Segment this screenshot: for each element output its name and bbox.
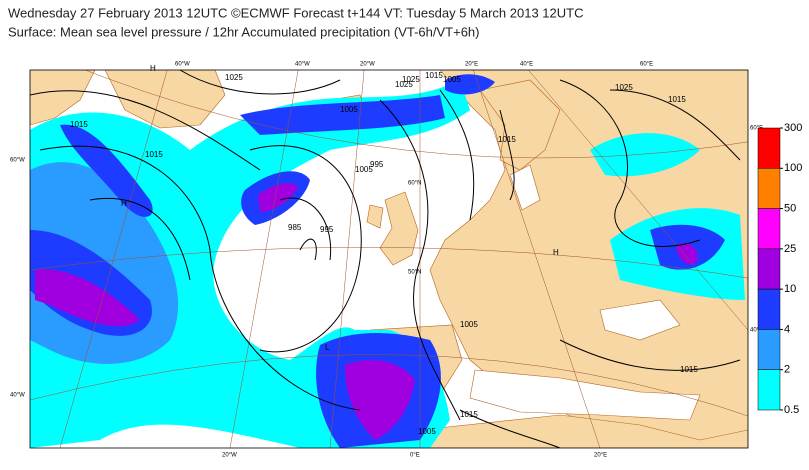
graticule <box>30 70 748 448</box>
pressure-centre: L <box>325 343 330 352</box>
title-line-1: Wednesday 27 February 2013 12UTC ©ECMWF … <box>8 5 583 20</box>
graticule-label: 40°E <box>750 328 763 334</box>
graticule-label: 60°E <box>750 126 763 132</box>
colorbar-band <box>757 127 781 169</box>
graticule-label: 20°E <box>594 453 607 459</box>
isobar-label: 1005 <box>443 75 461 84</box>
pressure-centre: H <box>150 64 156 73</box>
isobar-label: 1015 <box>460 410 478 419</box>
isobar-label: 1025 <box>615 83 633 92</box>
graticule-label: 60°E <box>640 62 653 68</box>
colorbar-band <box>757 248 781 290</box>
graticule-label: 60°W <box>175 62 190 68</box>
isobar-label: 1025 <box>402 75 420 84</box>
graticule-label: 20°E <box>465 62 478 68</box>
isobars <box>30 70 741 448</box>
colorbar-label: 2 <box>784 364 790 376</box>
colorbar-band <box>757 369 781 411</box>
pressure-centre: H <box>121 199 127 208</box>
isobar-label: 1005 <box>340 105 358 114</box>
colorbar-label: 25 <box>784 243 796 255</box>
graticule-label: 40°W <box>295 62 310 68</box>
colorbar-band <box>757 288 781 330</box>
isobar-labels: 1025 1015 1025 1015 1005 1005 1015 1005 … <box>70 71 698 436</box>
graticule-label: 20°W <box>222 453 237 459</box>
isobar-label: 1015 <box>70 120 88 129</box>
graticule-label: 50°N <box>408 270 421 276</box>
graticule-label: 60°N <box>408 181 421 187</box>
pressure-centres: H H H L <box>121 64 559 352</box>
isobar-label: 1025 <box>395 80 413 89</box>
graticule-label: 60°W <box>10 158 25 164</box>
precipitation <box>30 74 745 448</box>
isobar-label: 1015 <box>680 365 698 374</box>
graticule-label: 40°E <box>520 62 533 68</box>
colorbar-label: 10 <box>784 283 796 295</box>
graticule-label: 0°E <box>410 453 420 459</box>
isobar-label: 985 <box>288 223 302 232</box>
colorbar-band <box>757 168 781 209</box>
isobar-label: 995 <box>370 160 384 169</box>
graticule-label: 20°W <box>360 62 375 68</box>
isobar-label: 1005 <box>418 427 436 436</box>
map-frame <box>29 69 749 449</box>
isobar-label: 1005 <box>460 320 478 329</box>
inland-seas <box>469 164 701 421</box>
isobar-label: 1005 <box>355 165 373 174</box>
colorbar-band <box>757 329 781 370</box>
isobar-label: 1015 <box>668 95 686 104</box>
map: 1025 1015 1025 1015 1005 1005 1015 1005 … <box>10 62 763 459</box>
colorbar-label: 50 <box>784 202 796 214</box>
isobar-label: 1025 <box>225 73 243 82</box>
graticule-label: 40°W <box>10 393 25 399</box>
colorbar-label: 300 <box>784 122 802 134</box>
title-line-2: Surface: Mean sea level pressure / 12hr … <box>8 24 480 39</box>
isobar-label: 1015 <box>498 135 516 144</box>
colorbar-label: 0.5 <box>784 404 799 416</box>
isobar-label: 995 <box>320 225 334 234</box>
isobar-label: 1015 <box>145 150 163 159</box>
colorbar: 300 100 50 25 10 4 2 0.5 <box>757 122 802 416</box>
colorbar-band <box>757 208 781 250</box>
graticule-labels: 60°W 40°W 20°W 20°E 40°E 60°E 60°W 40°W … <box>10 62 763 459</box>
colorbar-label: 4 <box>784 323 790 335</box>
isobar-label: 1015 <box>425 71 443 80</box>
colorbar-label: 100 <box>784 162 802 174</box>
pressure-centre: H <box>553 248 559 257</box>
